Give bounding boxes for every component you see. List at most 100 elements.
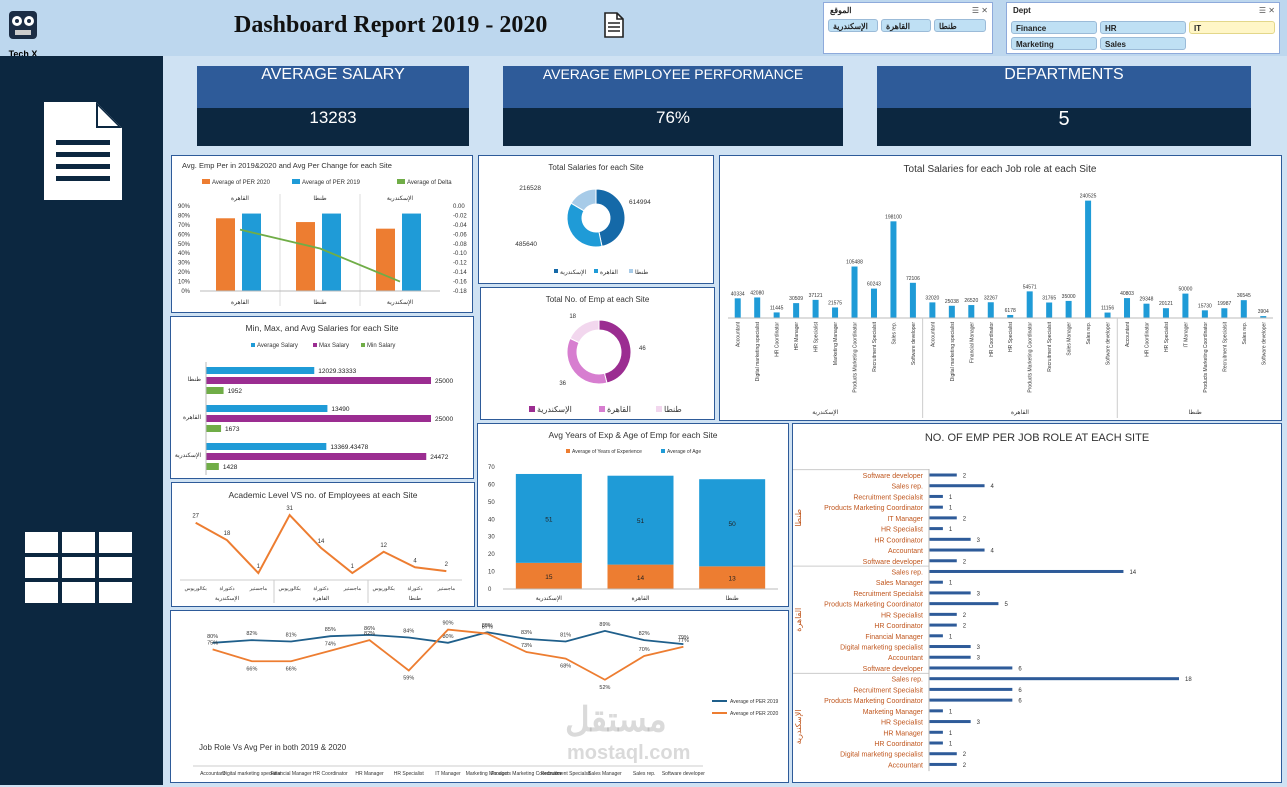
document-icon[interactable] [42, 100, 124, 207]
bar [376, 228, 395, 291]
bar [242, 213, 261, 291]
category-label: HR Coordinator [874, 623, 923, 630]
legend-swatch [251, 343, 255, 347]
table-icon[interactable] [25, 532, 132, 608]
dept-slicer[interactable]: Dept ☰ ✕ Finance HR IT Marketing Sales [1006, 2, 1280, 54]
y-tick: 90% [178, 204, 191, 210]
point-value: 80% [207, 634, 218, 640]
y-tick: 10 [488, 570, 495, 576]
chart-title: Min, Max, and Avg Salaries for each Site [246, 323, 399, 333]
group-label: طنطا [409, 595, 422, 602]
category-label: ماجستير [249, 586, 268, 592]
slice-value: 18 [569, 314, 576, 320]
document-icon[interactable] [604, 12, 624, 43]
category-label: Software developer [1261, 322, 1267, 365]
chart-title: Total No. of Emp at each Site [546, 295, 650, 304]
watermark-text: mostaql.com [567, 742, 691, 764]
slicer-item-marketing[interactable]: Marketing [1011, 37, 1097, 50]
category-label: Digital marketing specialist [950, 321, 956, 381]
bar-value: 2 [963, 624, 967, 630]
y2-tick: -0.06 [453, 232, 467, 238]
category-label: Digital marketing specialist [222, 771, 282, 777]
slicer-item-hr[interactable]: HR [1100, 21, 1186, 34]
bar [793, 303, 800, 318]
category-label: HR Manager [794, 322, 800, 351]
category-label: Digital marketing specialist [840, 645, 923, 652]
slicer-item-finance[interactable]: Finance [1011, 21, 1097, 34]
point-value: 66% [246, 666, 257, 672]
slicer-item-tanta[interactable]: طنطا [934, 19, 986, 32]
site-slicer[interactable]: الموقع ☰ ✕ طنطا القاهرة الإسكندرية [823, 2, 993, 54]
bar-value: 14 [1129, 570, 1136, 576]
bar-segment [515, 562, 582, 589]
category-label: HR Coordinator [874, 741, 923, 748]
category-label: طنطا [188, 376, 202, 383]
y-tick: 20 [488, 552, 495, 558]
category-label: Financial Manager [969, 322, 975, 363]
y-tick: 80% [178, 213, 191, 219]
category-label: Software developer [662, 771, 705, 777]
y2-tick: -0.04 [453, 223, 467, 229]
category-label: دكتوراة [407, 586, 422, 592]
category-label: HR Specialist [1164, 321, 1170, 352]
group-label: الإسكندرية [215, 595, 239, 602]
point-value: 74% [325, 642, 336, 648]
bar-value: 2 [963, 559, 967, 565]
category-label: Products Marketing Coordinator [1203, 322, 1209, 393]
bar-value: 13490 [331, 406, 349, 413]
bar [734, 298, 741, 318]
bar-value: 11156 [1101, 306, 1114, 312]
legend-swatch [594, 269, 598, 273]
clear-filter-icon[interactable]: ☰ ✕ [971, 6, 988, 15]
bar [206, 463, 219, 470]
bar [1026, 291, 1033, 318]
kpi-average-salary: AVERAGE SALARY 13283 [197, 66, 469, 146]
bar [296, 222, 315, 291]
category-label: Marketing Manager [833, 322, 839, 365]
category-label: Recruitment Specialsit [1222, 321, 1228, 371]
y-tick: 10% [178, 280, 191, 286]
chart-title: Avg. Emp Per in 2019&2020 and Avg Per Ch… [182, 161, 392, 170]
bar-value: 72106 [906, 276, 920, 282]
bar-value: 1 [949, 709, 953, 715]
bar [929, 602, 999, 606]
bar-value: 6178 [1005, 308, 1016, 314]
clear-filter-icon[interactable]: ☰ ✕ [1258, 6, 1275, 15]
bar [929, 516, 957, 520]
slice [566, 337, 608, 385]
bar [929, 698, 1013, 702]
category-label: Recruitment Specialsit [853, 494, 923, 501]
category-label: Accountant [888, 762, 923, 769]
point-value: 59% [403, 676, 414, 682]
y-tick: 60% [178, 232, 191, 238]
category-label: Sales rep. [891, 322, 897, 345]
delta-line [239, 228, 401, 283]
point-value: 73% [521, 643, 532, 649]
watermark-logo: مستقل [565, 701, 667, 739]
y-tick: 50 [488, 500, 495, 506]
point-value: 4 [413, 558, 417, 564]
slicer-item-sales[interactable]: Sales [1100, 37, 1186, 50]
legend-label: طنطا [664, 405, 682, 414]
bar [206, 453, 427, 460]
y-tick: 50% [178, 242, 191, 248]
point-value: 87% [482, 625, 493, 631]
slicer-item-alex[interactable]: الإسكندرية [828, 19, 878, 32]
point-value: 88% [482, 623, 493, 629]
bar [929, 505, 943, 509]
bar [929, 677, 1179, 681]
kpi-departments: DEPARTMENTS 5 [877, 66, 1251, 146]
slicer-item-cairo[interactable]: القاهرة [881, 19, 931, 32]
category-label: Products Marketing Coordinator [824, 602, 923, 609]
y-tick: 40 [488, 517, 495, 523]
bar-value: 2 [963, 474, 967, 480]
bar-value: 14 [637, 575, 645, 582]
bar [929, 666, 1013, 670]
y2-tick: -0.16 [453, 280, 467, 286]
y2-tick: -0.08 [453, 242, 467, 248]
category-label: Marketing Manager [863, 709, 924, 716]
bar [929, 645, 971, 649]
bar-value: 13 [729, 576, 737, 583]
bar-value: 15 [545, 574, 553, 581]
slicer-item-it[interactable]: IT [1189, 21, 1275, 34]
